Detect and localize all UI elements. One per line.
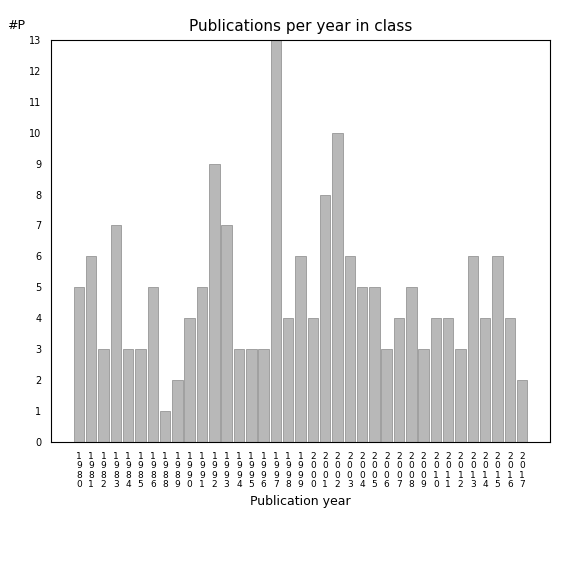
Bar	[517, 380, 527, 442]
Bar	[259, 349, 269, 442]
Bar	[382, 349, 392, 442]
Bar	[505, 319, 515, 442]
Bar	[184, 319, 195, 442]
Bar	[123, 349, 133, 442]
Bar	[172, 380, 183, 442]
Title: Publications per year in class: Publications per year in class	[189, 19, 412, 35]
Bar	[283, 319, 294, 442]
Bar	[111, 226, 121, 442]
Bar	[209, 163, 219, 442]
Bar	[197, 287, 208, 442]
Bar	[307, 319, 318, 442]
Bar	[320, 194, 331, 442]
Bar	[357, 287, 367, 442]
Bar	[74, 287, 84, 442]
Bar	[492, 256, 503, 442]
Bar	[455, 349, 466, 442]
Bar	[147, 287, 158, 442]
Bar	[393, 319, 404, 442]
Bar	[246, 349, 256, 442]
Bar	[270, 40, 281, 442]
Bar	[86, 256, 96, 442]
Y-axis label: #P: #P	[7, 19, 25, 32]
Bar	[406, 287, 417, 442]
Bar	[418, 349, 429, 442]
Bar	[160, 411, 170, 442]
Bar	[234, 349, 244, 442]
Bar	[136, 349, 146, 442]
Bar	[295, 256, 306, 442]
X-axis label: Publication year: Publication year	[250, 494, 351, 507]
Bar	[222, 226, 232, 442]
Bar	[480, 319, 490, 442]
Bar	[468, 256, 478, 442]
Bar	[369, 287, 379, 442]
Bar	[443, 319, 454, 442]
Bar	[332, 133, 342, 442]
Bar	[431, 319, 441, 442]
Bar	[98, 349, 109, 442]
Bar	[345, 256, 355, 442]
